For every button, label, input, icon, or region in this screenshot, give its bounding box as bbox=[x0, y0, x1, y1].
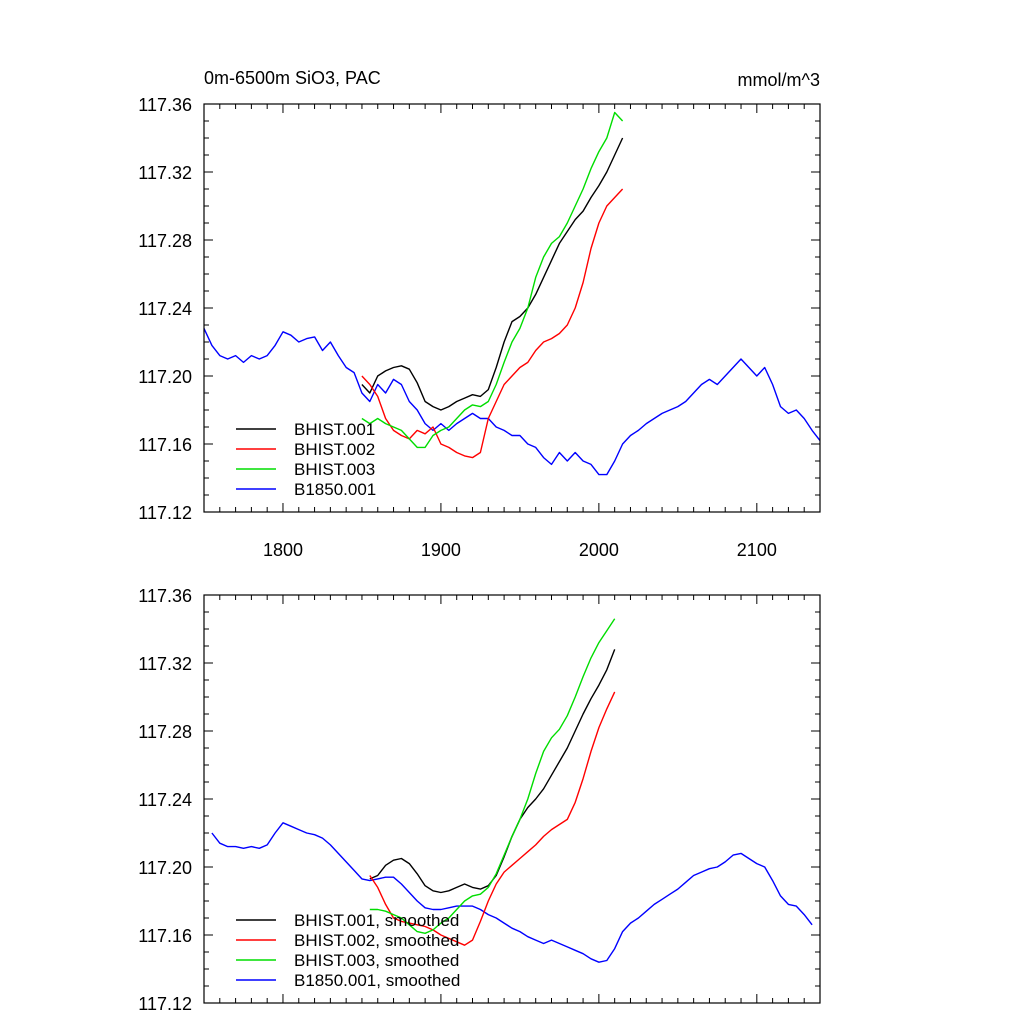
top-x-tick-labels: 1800 1900 2000 2100 bbox=[263, 540, 777, 560]
top-axis-ticks bbox=[203, 103, 821, 513]
legend-label: BHIST.002, smoothed bbox=[294, 931, 459, 950]
legend-label: BHIST.001 bbox=[294, 420, 375, 439]
bottom-plot-frame bbox=[203, 594, 821, 1004]
x-tick-label: 2000 bbox=[579, 540, 619, 560]
legend-label: BHIST.003, smoothed bbox=[294, 951, 459, 970]
series-line-1 bbox=[361, 188, 624, 459]
y-tick-label: 117.16 bbox=[138, 926, 192, 946]
y-tick-label: 117.36 bbox=[138, 95, 192, 115]
top-panel: 0m-6500m SiO3, PAC mmol/m^3 117.12 117.16… bbox=[138, 68, 821, 560]
legend-label: BHIST.001, smoothed bbox=[294, 911, 459, 930]
legend-label: BHIST.002 bbox=[294, 440, 375, 459]
y-tick-label: 117.20 bbox=[138, 367, 192, 387]
y-tick-label: 117.28 bbox=[138, 231, 192, 251]
x-tick-label: 1900 bbox=[421, 540, 461, 560]
legend-label: B1850.001 bbox=[294, 480, 376, 499]
bottom-series-lines bbox=[211, 618, 813, 963]
series-line-0 bbox=[369, 649, 616, 894]
legend-label: B1850.001, smoothed bbox=[294, 971, 460, 990]
series-line-3 bbox=[211, 822, 813, 963]
chart-title: 0m-6500m SiO3, PAC bbox=[204, 68, 381, 88]
series-line-0 bbox=[361, 137, 624, 411]
top-y-tick-labels: 117.12 117.16 117.20 117.24 117.28 117.32 117.… bbox=[138, 95, 192, 523]
y-tick-label: 117.32 bbox=[138, 163, 192, 183]
y-tick-label: 117.16 bbox=[138, 435, 192, 455]
top-plot-frame bbox=[203, 103, 821, 513]
y-tick-label: 117.36 bbox=[138, 586, 192, 606]
y-tick-label: 117.20 bbox=[138, 858, 192, 878]
x-tick-label: 2100 bbox=[737, 540, 777, 560]
series-line-2 bbox=[369, 618, 616, 934]
units-label: mmol/m^3 bbox=[738, 70, 820, 90]
y-tick-label: 117.32 bbox=[138, 654, 192, 674]
y-tick-label: 117.24 bbox=[138, 299, 192, 319]
bottom-panel: 117.12 117.16 117.20 117.24 117.28 117.32 117.… bbox=[138, 586, 821, 1014]
top-series-lines bbox=[203, 111, 821, 476]
bottom-y-tick-labels: 117.12 117.16 117.20 117.24 117.28 117.32 117.… bbox=[138, 586, 192, 1014]
y-tick-label: 117.24 bbox=[138, 790, 192, 810]
series-line-3 bbox=[203, 328, 821, 476]
y-tick-label: 117.12 bbox=[138, 994, 192, 1014]
series-line-1 bbox=[369, 691, 616, 946]
x-tick-label: 1800 bbox=[263, 540, 303, 560]
y-tick-label: 117.28 bbox=[138, 722, 192, 742]
y-tick-label: 117.12 bbox=[138, 503, 192, 523]
series-line-2 bbox=[361, 111, 624, 449]
legend-label: BHIST.003 bbox=[294, 460, 375, 479]
